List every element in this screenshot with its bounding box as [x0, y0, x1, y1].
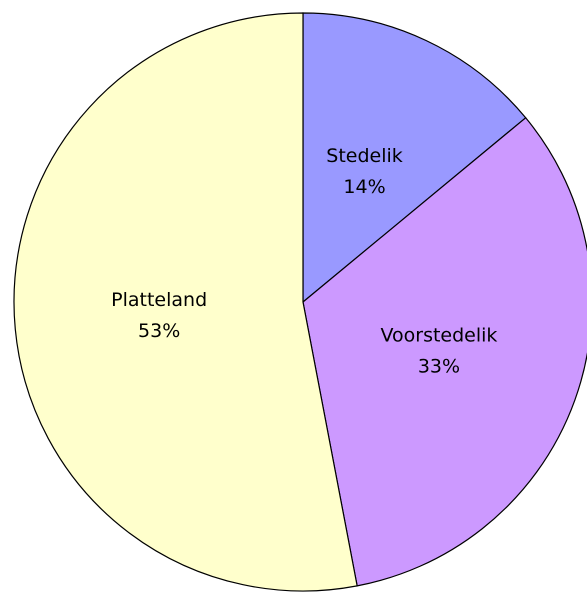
pie-slice — [302, 116, 587, 587]
slice-label: Stedelik — [326, 145, 403, 167]
slice-value-label: 33% — [418, 355, 460, 377]
slice-label: Voorstedelik — [380, 324, 497, 346]
slice-label: Platteland — [111, 289, 207, 311]
slice-value-label: 14% — [343, 176, 385, 198]
slice-value-label: 53% — [138, 320, 180, 342]
pie-slice — [13, 12, 358, 592]
pie-slice — [302, 12, 527, 304]
